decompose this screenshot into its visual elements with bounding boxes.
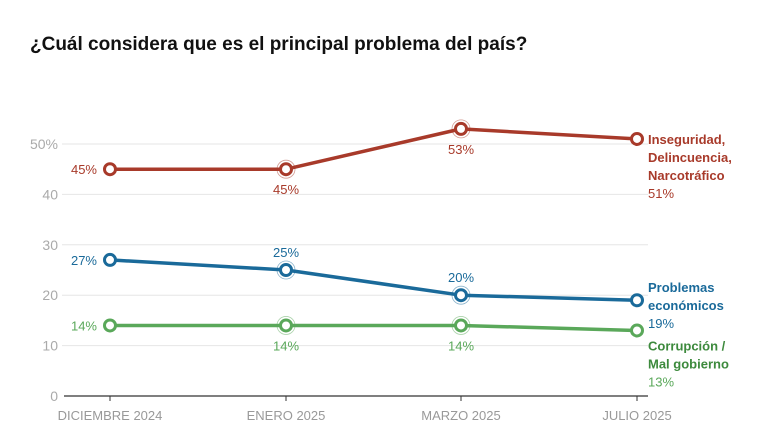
x-tick-label: DICIEMBRE 2024: [58, 408, 163, 423]
data-point: [279, 162, 293, 177]
data-point: [279, 263, 293, 277]
data-point: [454, 121, 468, 136]
series-line: [110, 323, 638, 333]
data-label: 19%: [648, 316, 674, 331]
data-label: 14%: [273, 338, 299, 353]
point-halo: [276, 316, 296, 335]
data-label: 14%: [71, 318, 97, 333]
series-name-label: Problemas: [648, 280, 714, 295]
x-tick-label: JULIO 2025: [602, 408, 671, 423]
y-tick-label: 10: [42, 338, 58, 354]
data-label: 51%: [648, 186, 674, 201]
data-point: [279, 318, 293, 333]
chart-title: ¿Cuál considera que es el principal prob…: [30, 34, 528, 55]
series-line: [110, 127, 638, 171]
data-label: 45%: [71, 162, 97, 177]
y-tick-label: 20: [42, 287, 58, 303]
data-label: 27%: [71, 253, 97, 268]
data-point: [103, 252, 117, 267]
data-point: [630, 323, 644, 338]
data-point: [103, 162, 117, 177]
point-halo: [276, 159, 296, 179]
series-line: [109, 258, 638, 302]
y-tick-label: 50%: [30, 136, 58, 152]
data-label: 13%: [648, 374, 674, 389]
data-label: 14%: [448, 338, 474, 353]
y-tick-label: 30: [42, 237, 58, 253]
data-point: [454, 288, 468, 303]
series-name-label: económicos: [648, 298, 724, 313]
series-name-label: Narcotráfico: [648, 168, 725, 183]
y-tick-label: 40: [42, 186, 58, 202]
data-point: [630, 293, 644, 308]
series-name-label: Corrupción /: [648, 338, 726, 353]
point-halo: [451, 316, 471, 335]
x-tick-label: ENERO 2025: [247, 408, 326, 423]
data-label: 25%: [273, 245, 299, 260]
point-halo: [276, 260, 296, 280]
data-point: [630, 131, 644, 146]
series-name-label: Mal gobierno: [648, 356, 729, 371]
data-point: [454, 318, 468, 333]
data-label: 53%: [448, 142, 474, 157]
point-halo: [451, 119, 471, 139]
y-tick-label: 0: [50, 388, 58, 404]
data-label: 45%: [273, 182, 299, 197]
series-name-label: Inseguridad,: [648, 132, 725, 147]
point-halo: [451, 285, 471, 305]
series-name-label: Delincuencia,: [648, 150, 732, 165]
x-tick-label: MARZO 2025: [421, 408, 500, 423]
data-label: 20%: [448, 270, 474, 285]
data-point: [103, 318, 117, 333]
